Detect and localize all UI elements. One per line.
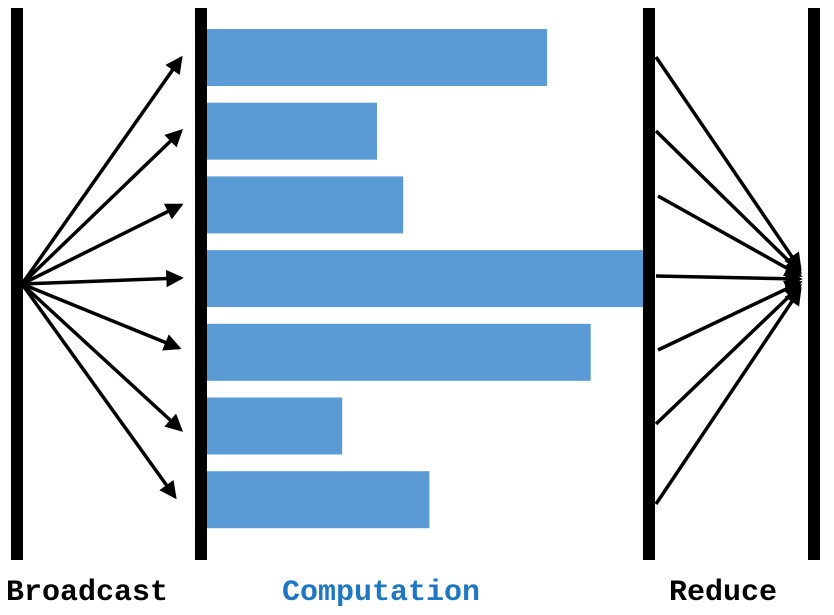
broadcast-arrow-5 bbox=[21, 282, 182, 351]
computation-bar-1 bbox=[207, 29, 548, 86]
computation-bar-6 bbox=[207, 397, 343, 455]
broadcast-arrow-7 bbox=[20, 282, 177, 500]
computation-bar-7 bbox=[207, 471, 430, 529]
reduce-arrow-5 bbox=[657, 280, 803, 352]
reduce-arrow-7 bbox=[654, 287, 802, 505]
reduce-arrow-1 bbox=[654, 56, 802, 271]
computation-bar-3 bbox=[207, 176, 404, 234]
computation-bar-4 bbox=[207, 250, 643, 308]
reduce-label: Reduce bbox=[669, 576, 778, 610]
broadcast-arrow-4 bbox=[21, 269, 184, 288]
computation-label: Computation bbox=[282, 576, 481, 610]
broadcast-arrow-3 bbox=[21, 203, 184, 286]
end-barrier bbox=[808, 8, 820, 560]
reduce-arrow-6 bbox=[654, 284, 803, 426]
reduce-arrow-2 bbox=[654, 129, 803, 274]
broadcast-arrow-6 bbox=[20, 282, 184, 432]
computation-bar-5 bbox=[207, 323, 591, 381]
broadcast-barrier bbox=[195, 8, 207, 560]
start-barrier bbox=[11, 8, 23, 560]
broadcast-arrow-1 bbox=[20, 55, 183, 286]
reduce-barrier bbox=[643, 8, 655, 560]
broadcast-label: Broadcast bbox=[6, 576, 169, 610]
reduce-arrow-4 bbox=[655, 269, 803, 288]
computation-bar-2 bbox=[207, 102, 377, 160]
broadcast-arrow-2 bbox=[20, 129, 184, 286]
reduce-arrow-3 bbox=[657, 194, 803, 278]
